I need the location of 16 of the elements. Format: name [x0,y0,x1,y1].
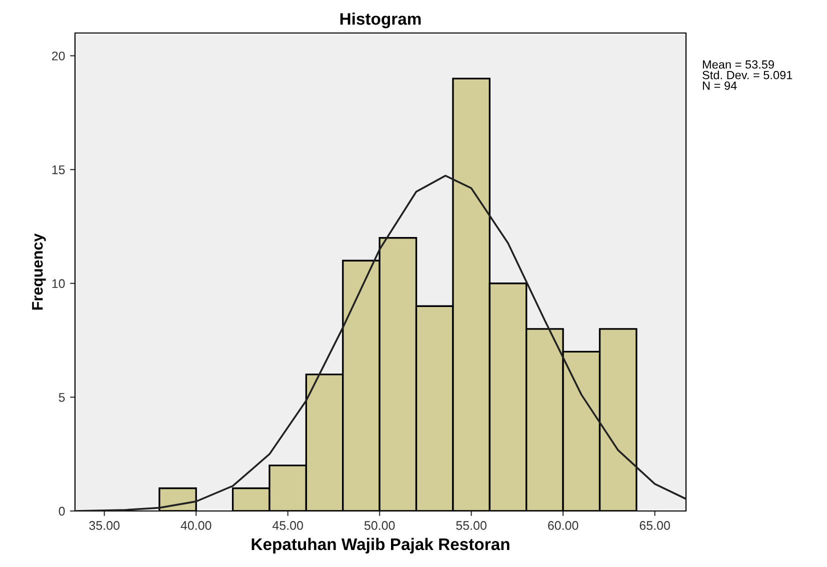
y-tick-label: 5 [58,393,65,402]
x-tick-label: 45.00 [272,521,303,530]
y-tick-label: 0 [58,506,65,516]
x-tick-label: 50.00 [364,521,395,530]
x-axis-title: Kepatuhan Wajib Pajak Restoran [252,538,510,554]
y-tick-label: 15 [52,166,65,174]
chart-title: Histogram [340,12,421,28]
text: Mean = 53.59 Std. Dev. = 5.091 N = 94 [702,60,792,90]
y-axis-title: Frequency [32,233,46,310]
y-tick-label: 20 [52,52,65,60]
x-tick-label: 55.00 [456,521,486,530]
x-tick-label: 65.00 [640,521,670,530]
x-tick-label: 60.00 [548,521,578,530]
x-tick-label: 35.00 [89,521,120,530]
y-tick-label: 10 [52,279,65,288]
x-tick-label: 40.00 [180,521,212,530]
